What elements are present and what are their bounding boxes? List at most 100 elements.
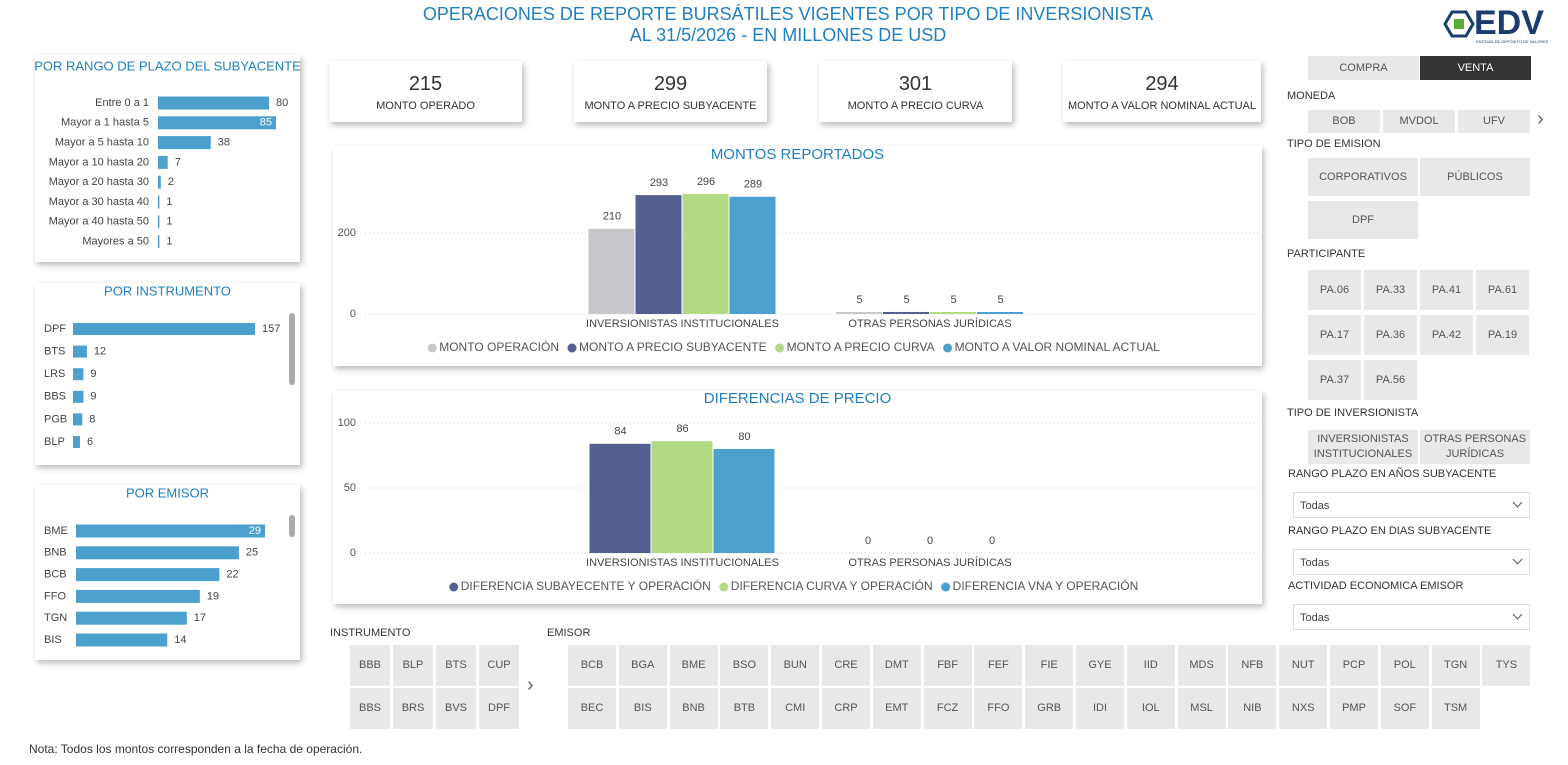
logo-icon-inner bbox=[1454, 19, 1464, 29]
slicer-button[interactable]: PA.36 bbox=[1364, 315, 1417, 355]
slicer-button[interactable]: SOF bbox=[1380, 688, 1429, 729]
slicer-button[interactable]: DPF bbox=[479, 688, 519, 729]
slicer-button[interactable]: CUP bbox=[479, 645, 519, 686]
slicer-button[interactable]: PA.06 bbox=[1308, 270, 1361, 310]
filter-label: MONEDA bbox=[1287, 90, 1336, 102]
logo-subtitle: ENTIDAD DE DEPÓSITO DE VALORES bbox=[1476, 39, 1549, 44]
slicer-button[interactable]: NXS bbox=[1279, 688, 1328, 729]
slicer-button[interactable]: IID bbox=[1126, 645, 1175, 686]
slicer-button[interactable]: DPF bbox=[1308, 201, 1418, 239]
slicer-button[interactable]: BBB bbox=[350, 645, 390, 686]
kpi-label: MONTO OPERADO bbox=[376, 100, 475, 112]
dropdown[interactable]: Todas bbox=[1293, 492, 1530, 518]
slicer-button[interactable]: NIB bbox=[1228, 688, 1277, 729]
slicer-button[interactable]: POL bbox=[1380, 645, 1429, 686]
slicer-button[interactable]: PCP bbox=[1330, 645, 1378, 686]
slicer-button[interactable]: VENTA bbox=[1420, 56, 1531, 80]
slicer-button[interactable]: BVS bbox=[436, 688, 476, 729]
slicer-button[interactable]: CORPORATIVOS bbox=[1308, 158, 1418, 196]
slicer-button[interactable]: GRB bbox=[1025, 688, 1074, 729]
slicer-button[interactable]: FEF bbox=[974, 645, 1023, 686]
slicer-button[interactable]: BTS bbox=[436, 645, 476, 686]
slicer-button[interactable]: BCB bbox=[568, 645, 616, 686]
slicer-button[interactable]: NFB bbox=[1228, 645, 1277, 686]
panel bbox=[333, 391, 1262, 604]
panel bbox=[1063, 61, 1261, 122]
kpi-value: 301 bbox=[898, 73, 933, 95]
slicer-button[interactable]: PA.42 bbox=[1420, 315, 1473, 355]
slicer-button[interactable]: BRS bbox=[393, 688, 433, 729]
slicer-button[interactable]: DMT bbox=[872, 645, 921, 686]
slicer-button[interactable]: OTRAS PERSONAS JURÍDICAS bbox=[1420, 430, 1530, 464]
filter-label: EMISOR bbox=[547, 627, 591, 639]
next-arrow[interactable]: › bbox=[527, 674, 534, 696]
panel bbox=[819, 61, 1012, 122]
slicer-button[interactable]: BME bbox=[669, 645, 718, 686]
slicer-button[interactable]: FBF bbox=[923, 645, 972, 686]
slicer-button[interactable]: PA.17 bbox=[1308, 315, 1361, 355]
slicer-button[interactable]: BBS bbox=[350, 688, 390, 729]
kpi-value: 294 bbox=[1145, 73, 1179, 95]
filter-label: RANGO PLAZO EN DIAS SUBYACENTE bbox=[1288, 525, 1492, 537]
next-arrow[interactable]: › bbox=[1537, 108, 1544, 130]
slicer-button[interactable]: FCZ bbox=[923, 688, 972, 729]
filter-label: ACTIVIDAD ECONOMICA EMISOR bbox=[1288, 580, 1464, 592]
kpi-label: MONTO A VALOR NOMINAL ACTUAL bbox=[1067, 100, 1257, 112]
slicer-button[interactable]: BTB bbox=[720, 688, 769, 729]
slicer-button[interactable]: MSL bbox=[1177, 688, 1226, 729]
slicer-button[interactable]: UFV bbox=[1458, 110, 1530, 133]
dropdown[interactable]: Todas bbox=[1293, 549, 1530, 575]
kpi-value: 215 bbox=[408, 73, 443, 95]
slicer-button[interactable]: NUT bbox=[1279, 645, 1328, 686]
slicer-button[interactable]: COMPRA bbox=[1308, 56, 1419, 80]
filter-label: PARTICIPANTE bbox=[1287, 248, 1366, 260]
slicer-button[interactable]: GYE bbox=[1076, 645, 1124, 686]
slicer-button[interactable]: PA.33 bbox=[1364, 270, 1417, 310]
panel bbox=[329, 61, 522, 122]
slicer-button[interactable]: PÚBLICOS bbox=[1420, 158, 1530, 196]
logo-icon bbox=[1443, 10, 1475, 38]
slicer-button[interactable]: INVERSIONISTAS INSTITUCIONALES bbox=[1308, 430, 1418, 464]
slicer-button[interactable]: BSO bbox=[720, 645, 769, 686]
slicer-button[interactable]: TSM bbox=[1431, 688, 1480, 729]
filter-label: INSTRUMENTO bbox=[330, 627, 411, 639]
slicer-button[interactable]: PA.56 bbox=[1364, 360, 1417, 400]
slicer-button[interactable]: PA.37 bbox=[1308, 360, 1361, 400]
slicer-button[interactable]: PA.61 bbox=[1476, 270, 1529, 310]
slicer-button[interactable]: BUN bbox=[771, 645, 820, 686]
slicer-button[interactable]: BNB bbox=[669, 688, 718, 729]
slicer-button[interactable]: CMI bbox=[771, 688, 820, 729]
slicer-button[interactable]: TGN bbox=[1431, 645, 1480, 686]
slicer-button[interactable]: EMT bbox=[872, 688, 921, 729]
filter-label: TIPO DE INVERSIONISTA bbox=[1287, 407, 1419, 419]
slicer-button[interactable]: PA.41 bbox=[1420, 270, 1473, 310]
slicer-button[interactable]: FIE bbox=[1025, 645, 1074, 686]
filter-label: RANGO PLAZO EN AÑOS SUBYACENTE bbox=[1288, 468, 1497, 480]
slicer-button[interactable]: BIS bbox=[618, 688, 667, 729]
slicer-button[interactable]: BOB bbox=[1308, 110, 1380, 133]
panel bbox=[333, 146, 1262, 366]
kpi-label: MONTO A PRECIO CURVA bbox=[847, 100, 984, 112]
kpi-value: 299 bbox=[653, 73, 688, 95]
slicer-button[interactable]: PMP bbox=[1330, 688, 1378, 729]
slicer-button[interactable]: BGA bbox=[618, 645, 667, 686]
page-subtitle: AL 31/5/2026 - EN MILLONES DE USD bbox=[630, 25, 946, 45]
slicer-button[interactable]: IOL bbox=[1126, 688, 1175, 729]
slicer-button[interactable]: CRE bbox=[822, 645, 870, 686]
footnote: Nota: Todos los montos corresponden a la… bbox=[29, 742, 363, 756]
slicer-button[interactable]: MVDOL bbox=[1383, 110, 1455, 133]
slicer-button[interactable]: CRP bbox=[822, 688, 870, 729]
page-title: OPERACIONES DE REPORTE BURSÁTILES VIGENT… bbox=[423, 4, 1153, 24]
slicer-button[interactable]: IDI bbox=[1076, 688, 1124, 729]
slicer-button[interactable]: PA.19 bbox=[1476, 315, 1529, 355]
panel bbox=[574, 61, 767, 122]
dropdown[interactable]: Todas bbox=[1293, 604, 1530, 630]
slicer-button[interactable]: TYS bbox=[1482, 645, 1531, 686]
logo: EDV bbox=[1474, 4, 1544, 42]
slicer-button[interactable]: BEC bbox=[568, 688, 616, 729]
slicer-button[interactable]: BLP bbox=[393, 645, 433, 686]
slicer-button[interactable]: MDS bbox=[1177, 645, 1226, 686]
slicer-button[interactable]: FFO bbox=[974, 688, 1023, 729]
panel bbox=[35, 55, 300, 262]
